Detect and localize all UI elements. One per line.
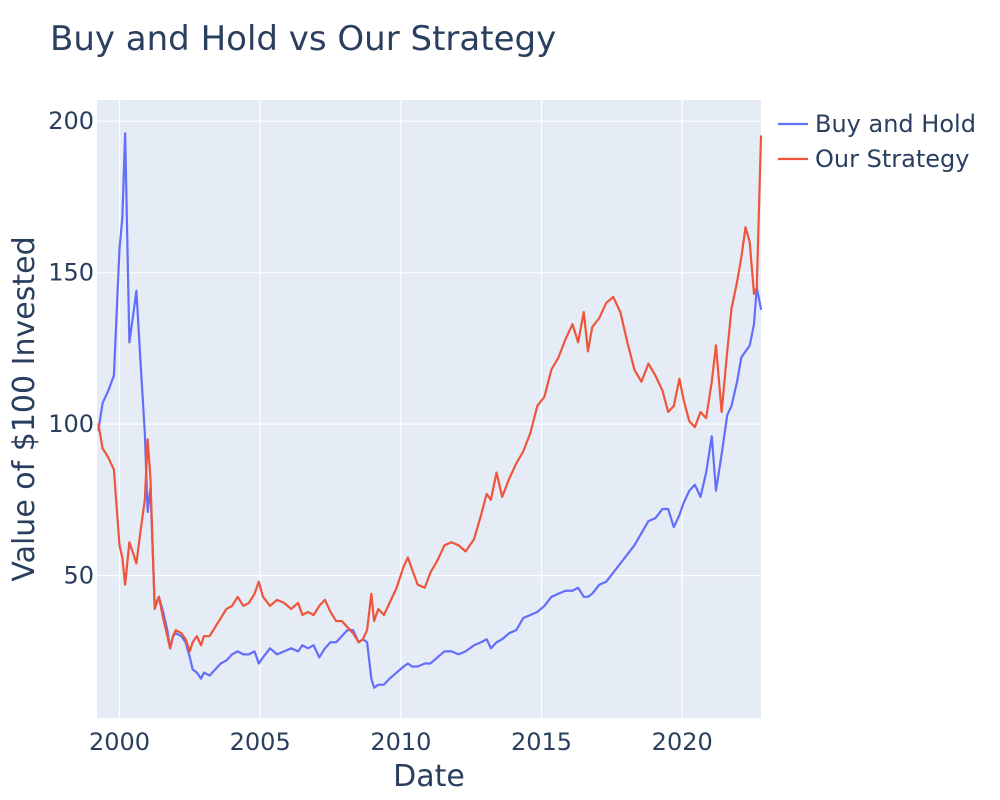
- y-tick-label: 200: [48, 107, 94, 135]
- series-line-1: [97, 132, 763, 689]
- x-tick-label: 2010: [370, 728, 431, 756]
- x-tick-label: 2020: [652, 728, 713, 756]
- y-axis: 50 100 150 200: [48, 107, 94, 589]
- plot-area: [97, 100, 761, 718]
- y-tick-label: 50: [63, 562, 94, 590]
- x-tick-label: 2015: [511, 728, 572, 756]
- legend-item[interactable]: Our Strategy: [778, 145, 969, 173]
- y-axis-title: Value of $100 Invested: [7, 236, 42, 581]
- x-tick-label: 2005: [230, 728, 291, 756]
- legend-label: Our Strategy: [815, 145, 969, 173]
- x-axis: 2000 2005 2010 2015 2020: [89, 728, 713, 756]
- legend[interactable]: Buy and Hold Our Strategy: [778, 110, 976, 173]
- legend-item[interactable]: Buy and Hold: [778, 110, 976, 138]
- legend-label: Buy and Hold: [815, 110, 976, 138]
- series-layer: [97, 132, 763, 689]
- x-tick-label: 2000: [89, 728, 150, 756]
- series-line-2: [97, 135, 763, 653]
- y-tick-label: 100: [48, 410, 94, 438]
- y-tick-label: 150: [48, 259, 94, 287]
- x-axis-title: Date: [393, 759, 465, 794]
- chart-title: Buy and Hold vs Our Strategy: [50, 19, 556, 59]
